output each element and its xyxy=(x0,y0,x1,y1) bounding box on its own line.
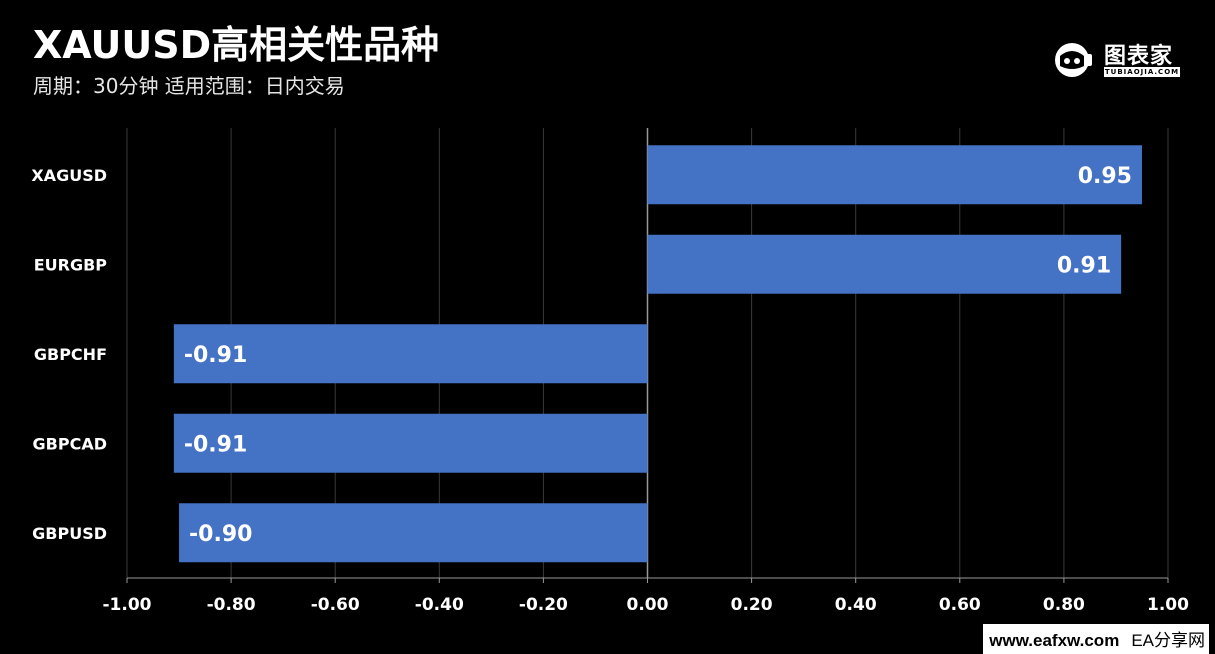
category-label: XAGUSD xyxy=(31,166,107,185)
category-label: EURGBP xyxy=(34,255,108,274)
x-tick-label: -0.80 xyxy=(207,595,256,615)
tubiaojia-logo: 图表家 TUBIAOJIA.COM xyxy=(1052,38,1182,82)
x-tick-label: -0.40 xyxy=(415,595,464,615)
x-tick-label: 1.00 xyxy=(1147,595,1189,615)
bar xyxy=(647,145,1142,205)
data-label: -0.91 xyxy=(184,343,247,368)
footer-brand: EA分享网 xyxy=(1131,631,1205,650)
data-label: 0.95 xyxy=(1078,164,1132,189)
x-tick-label: -1.00 xyxy=(103,595,152,615)
x-tick-label: -0.20 xyxy=(519,595,568,615)
astronaut-icon xyxy=(1055,43,1092,77)
footer-watermark: www.eafxw.com EA分享网 xyxy=(983,624,1209,654)
chart-subtitle: 周期：30分钟 适用范围：日内交易 xyxy=(33,74,345,98)
bar xyxy=(173,324,648,384)
x-tick-label: 0.00 xyxy=(627,595,669,615)
chart-title: XAUUSD高相关性品种 xyxy=(33,23,440,67)
bar xyxy=(173,413,648,473)
footer-site: www.eafxw.com xyxy=(989,631,1120,650)
x-tick-label: 0.60 xyxy=(939,595,981,615)
bar xyxy=(179,503,648,563)
data-label: 0.91 xyxy=(1057,253,1111,278)
logo-subtext: TUBIAOJIA.COM xyxy=(1104,67,1180,77)
data-label: -0.91 xyxy=(184,432,247,457)
category-label: GBPUSD xyxy=(32,524,107,543)
x-tick-label: 0.80 xyxy=(1043,595,1085,615)
category-label: GBPCAD xyxy=(33,434,107,453)
x-tick-label: 0.40 xyxy=(835,595,877,615)
category-label: GBPCHF xyxy=(34,345,107,364)
x-tick-label: -0.60 xyxy=(311,595,360,615)
logo-name: 图表家 xyxy=(1104,44,1174,69)
bar xyxy=(647,234,1122,294)
data-label: -0.90 xyxy=(189,522,252,547)
x-tick-label: 0.20 xyxy=(731,595,773,615)
